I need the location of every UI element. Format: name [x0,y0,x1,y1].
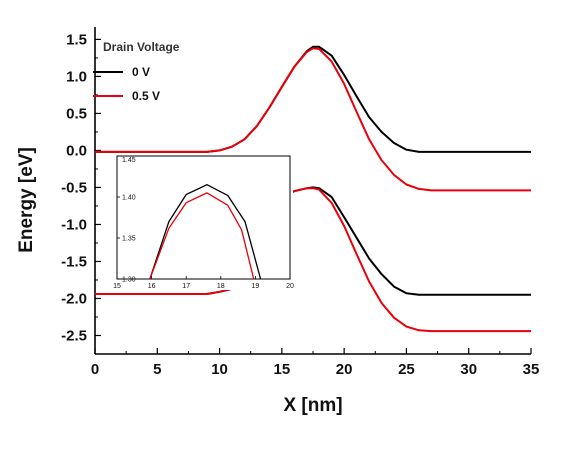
y-tick-label: -2.0 [61,290,87,307]
inset-x-tick-label: 16 [148,283,156,290]
y-axis-title: Energy [eV] [16,147,37,253]
series-conduction-0v [95,45,531,153]
inset-x-tick-label: 18 [217,283,225,290]
inset-x-tick-label: 19 [252,283,260,290]
legend-title: Drain Voltage [103,40,180,54]
x-tick-label: 0 [91,361,99,378]
legend-label-05v: 0.5 V [132,89,160,103]
inset-x-tick-label: 17 [182,283,190,290]
inset-frame [116,155,291,280]
inset-background [114,153,293,290]
y-tick-label: -0.5 [61,179,87,196]
inset-x-tick-label: 20 [286,283,294,290]
x-tick-label: 25 [398,361,415,378]
inset-y-tick-label: 1.30 [122,277,136,284]
inset-series-0v [149,184,262,280]
legend: Drain Voltage 0 V 0.5 V [93,40,180,103]
x-tick-label: 20 [336,361,353,378]
x-tick-label: 15 [274,361,291,378]
y-tick-label: -1.5 [61,253,87,270]
legend-label-0v: 0 V [132,65,150,79]
y-tick-label: -2.5 [61,327,87,344]
inset-y-tick-label: 1.40 [122,195,136,202]
y-tick-label: 0.0 [66,142,87,159]
inset-y-tick-label: 1.35 [122,236,136,243]
x-tick-label: 5 [153,361,161,378]
x-tick-label: 10 [211,361,228,378]
x-tick-label: 35 [523,361,540,378]
x-axis-title: X [nm] [283,395,342,416]
inset-y-tick-label: 1.45 [122,157,136,164]
inset-plot: 15 16 17 18 19 20 1.30 1.35 1.40 1.45 [113,153,294,290]
y-tick-label: 1.0 [66,68,87,85]
inset-x-tick-label: 15 [113,283,121,290]
x-tick-label: 30 [460,361,477,378]
inset-series-05v [149,192,255,280]
series-conduction-05v [95,47,531,192]
y-tick-label: 1.5 [66,31,87,48]
main-axes: 0 5 10 15 20 25 30 35 1.5 1.0 0.5 0.0 -0.5 -1.0 -1.5 -2… [61,27,539,378]
y-tick-label: -1.0 [61,216,87,233]
y-tick-label: 0.5 [66,105,87,122]
